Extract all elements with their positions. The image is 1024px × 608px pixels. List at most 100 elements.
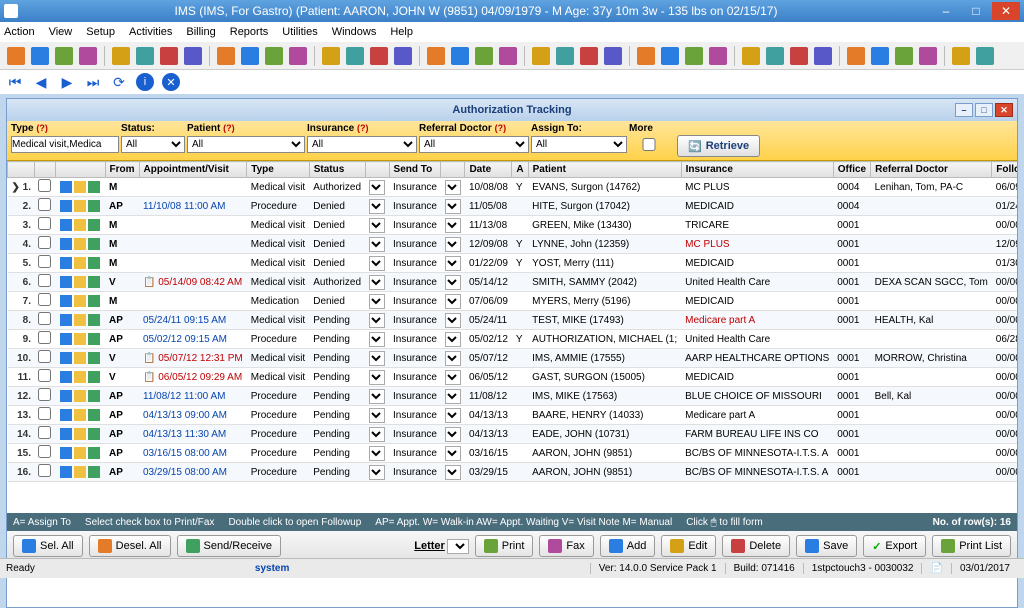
- grid[interactable]: FromAppointment/VisitTypeStatusSend ToDa…: [7, 161, 1017, 513]
- sendto-dd[interactable]: [445, 389, 461, 404]
- patient-select[interactable]: All: [187, 136, 305, 153]
- sendto-dd[interactable]: [445, 180, 461, 195]
- print-button[interactable]: Print: [475, 535, 534, 557]
- table-row[interactable]: 2.AP11/10/08 11:00 AMProcedureDeniedInsu…: [8, 197, 1018, 216]
- toolbar-icon[interactable]: [604, 47, 622, 65]
- doc-icon[interactable]: [60, 257, 72, 269]
- table-row[interactable]: 3.MMedical visitDeniedInsurance11/13/08G…: [8, 216, 1018, 235]
- col-header[interactable]: Insurance: [681, 162, 833, 178]
- toolbar-icon[interactable]: [580, 47, 598, 65]
- doc-icon[interactable]: [60, 371, 72, 383]
- sendto-dd[interactable]: [445, 370, 461, 385]
- close-button[interactable]: ✕: [992, 2, 1020, 20]
- form-icon[interactable]: [74, 200, 86, 212]
- status-select[interactable]: All: [121, 136, 185, 153]
- status-dd[interactable]: [369, 199, 385, 214]
- col-header[interactable]: Patient: [528, 162, 681, 178]
- toolbar-icon[interactable]: [451, 47, 469, 65]
- status-dd[interactable]: [369, 408, 385, 423]
- status-dd[interactable]: [369, 389, 385, 404]
- doc-icon[interactable]: [60, 238, 72, 250]
- form-icon[interactable]: [74, 238, 86, 250]
- sendto-dd[interactable]: [445, 237, 461, 252]
- col-header[interactable]: From: [105, 162, 139, 178]
- select-all-button[interactable]: Sel. All: [13, 535, 83, 557]
- status-dd[interactable]: [369, 256, 385, 271]
- toolbar-icon[interactable]: [475, 47, 493, 65]
- note-icon[interactable]: [88, 428, 100, 440]
- toolbar-icon[interactable]: [241, 47, 259, 65]
- toolbar-icon[interactable]: [136, 47, 154, 65]
- form-icon[interactable]: [74, 333, 86, 345]
- delete-button[interactable]: Delete: [722, 535, 790, 557]
- toolbar-icon[interactable]: [217, 47, 235, 65]
- toolbar-icon[interactable]: [895, 47, 913, 65]
- doc-icon[interactable]: [60, 447, 72, 459]
- toolbar-icon[interactable]: [847, 47, 865, 65]
- col-header[interactable]: [441, 162, 465, 178]
- doc-icon[interactable]: [60, 333, 72, 345]
- edit-button[interactable]: Edit: [661, 535, 716, 557]
- menu-windows[interactable]: Windows: [332, 26, 377, 38]
- table-row[interactable]: 8.AP05/24/11 09:15 AMMedical visitPendin…: [8, 311, 1018, 330]
- toolbar-icon[interactable]: [814, 47, 832, 65]
- status-dd[interactable]: [369, 446, 385, 461]
- col-header[interactable]: Office: [833, 162, 870, 178]
- form-icon[interactable]: [74, 352, 86, 364]
- form-icon[interactable]: [74, 181, 86, 193]
- row-checkbox[interactable]: [38, 350, 51, 363]
- sendto-dd[interactable]: [445, 313, 461, 328]
- toolbar-icon[interactable]: [55, 47, 73, 65]
- toolbar-icon[interactable]: [184, 47, 202, 65]
- nav-first-icon[interactable]: ⏮: [6, 73, 24, 91]
- status-dd[interactable]: [369, 275, 385, 290]
- sendto-dd[interactable]: [445, 465, 461, 480]
- row-checkbox[interactable]: [38, 236, 51, 249]
- col-header[interactable]: [34, 162, 55, 178]
- info-icon[interactable]: i: [136, 73, 154, 91]
- table-row[interactable]: 9.AP05/02/12 09:15 AMProcedurePendingIns…: [8, 330, 1018, 349]
- toolbar-icon[interactable]: [790, 47, 808, 65]
- table-row[interactable]: 10.V📋 05/07/12 12:31 PMMedical visitPend…: [8, 349, 1018, 368]
- toolbar-icon[interactable]: [952, 47, 970, 65]
- sendto-dd[interactable]: [445, 294, 461, 309]
- col-header[interactable]: Appointment/Visit: [139, 162, 247, 178]
- toolbar-icon[interactable]: [112, 47, 130, 65]
- toolbar-icon[interactable]: [919, 47, 937, 65]
- sendto-dd[interactable]: [445, 446, 461, 461]
- note-icon[interactable]: [88, 466, 100, 478]
- note-icon[interactable]: [88, 447, 100, 459]
- toolbar-icon[interactable]: [346, 47, 364, 65]
- menu-view[interactable]: View: [49, 26, 73, 38]
- row-checkbox[interactable]: [38, 274, 51, 287]
- print-list-button[interactable]: Print List: [932, 535, 1011, 557]
- assign-select[interactable]: All: [531, 136, 627, 153]
- toolbar-icon[interactable]: [79, 47, 97, 65]
- cancel-icon[interactable]: ✕: [162, 73, 180, 91]
- status-dd[interactable]: [369, 180, 385, 195]
- toolbar-icon[interactable]: [766, 47, 784, 65]
- toolbar-icon[interactable]: [265, 47, 283, 65]
- doc-icon[interactable]: [60, 466, 72, 478]
- note-icon[interactable]: [88, 238, 100, 250]
- form-icon[interactable]: [74, 295, 86, 307]
- toolbar-icon[interactable]: [289, 47, 307, 65]
- sendto-dd[interactable]: [445, 427, 461, 442]
- row-checkbox[interactable]: [38, 217, 51, 230]
- table-row[interactable]: 14.AP04/13/13 11:30 AMProcedurePendingIn…: [8, 425, 1018, 444]
- sendto-dd[interactable]: [445, 218, 461, 233]
- table-row[interactable]: ❯ 1.MMedical visitAuthorizedInsurance10/…: [8, 178, 1018, 197]
- toolbar-icon[interactable]: [7, 47, 25, 65]
- panel-close-icon[interactable]: ✕: [995, 103, 1013, 117]
- col-header[interactable]: Type: [247, 162, 309, 178]
- col-header[interactable]: Date: [465, 162, 512, 178]
- panel-min-icon[interactable]: –: [955, 103, 973, 117]
- note-icon[interactable]: [88, 333, 100, 345]
- col-header[interactable]: Send To: [389, 162, 441, 178]
- nav-prev-icon[interactable]: ◀: [32, 73, 50, 91]
- toolbar-icon[interactable]: [322, 47, 340, 65]
- minimize-button[interactable]: –: [932, 2, 960, 20]
- form-icon[interactable]: [74, 219, 86, 231]
- nav-last-icon[interactable]: ⏭: [84, 73, 102, 91]
- deselect-all-button[interactable]: Desel. All: [89, 535, 171, 557]
